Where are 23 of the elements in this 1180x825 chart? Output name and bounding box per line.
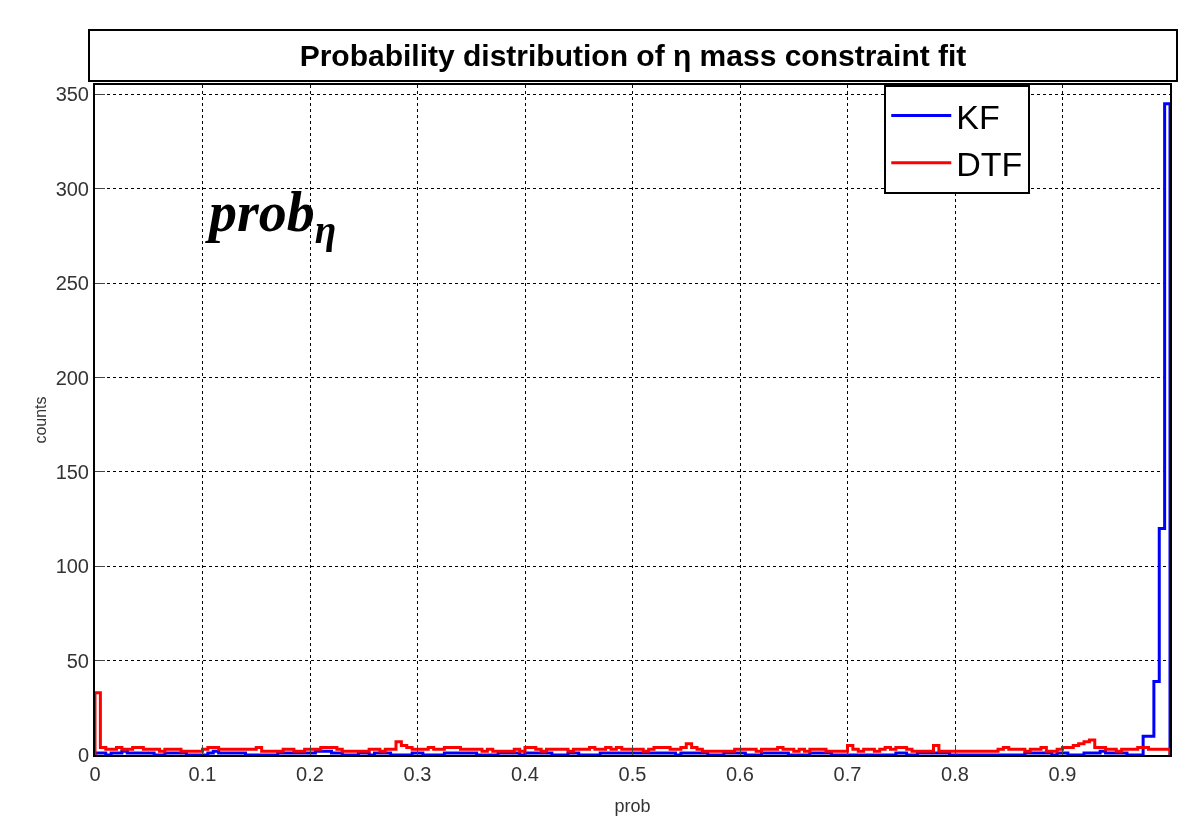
x-tick-label: 0.3 <box>403 763 432 785</box>
y-tick-label: 50 <box>66 649 89 672</box>
legend-label: KF <box>956 97 1000 136</box>
x-tick-label: 0.6 <box>726 763 754 785</box>
x-tick-label: 0.7 <box>833 763 862 785</box>
y-tick-label: 150 <box>55 460 89 483</box>
y-tick-label: 350 <box>55 83 89 106</box>
y-tick-label: 250 <box>55 272 89 295</box>
annotation: prob$_{η}$ <box>205 181 337 252</box>
x-axis-title: prob <box>614 795 651 816</box>
x-tick-label: 0.4 <box>511 763 539 785</box>
chart-title: Probability distribution of η mass constraint fit <box>299 39 967 72</box>
y-tick-label: 300 <box>55 177 89 200</box>
x-tick-label: 0.8 <box>941 763 969 785</box>
x-tick-label: 0.1 <box>188 763 217 785</box>
x-tick-label: 0.9 <box>1048 763 1077 785</box>
x-tick-label: 0.5 <box>618 763 647 785</box>
y-tick-label: 0 <box>77 744 89 766</box>
legend-label: DTF <box>956 145 1023 184</box>
x-tick-label: 0.2 <box>296 763 324 785</box>
y-tick-label: 100 <box>55 555 89 578</box>
y-tick-label: 200 <box>55 366 89 389</box>
y-axis-title: counts <box>32 396 50 444</box>
